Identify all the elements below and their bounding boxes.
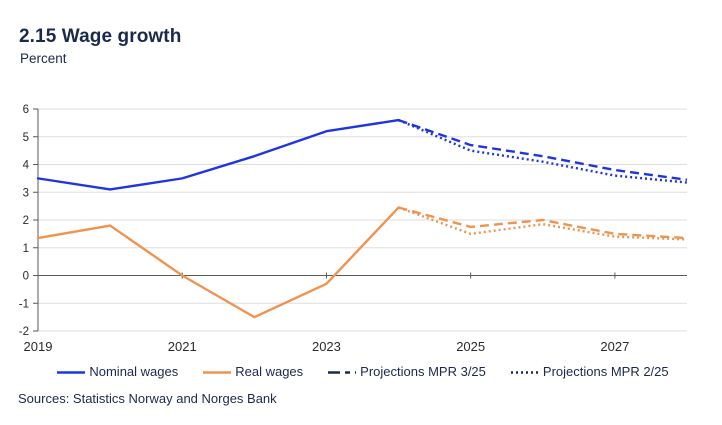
legend-item-projections-mpr-3-25: Projections MPR 3/25 [327, 364, 486, 379]
series-line [36, 118, 400, 191]
legend-label: Projections MPR 2/25 [542, 364, 669, 379]
legend-item-nominal-wages: Nominal wages [56, 364, 178, 379]
x-tick-label: 2019 [24, 339, 53, 354]
legend-swatch-line-icon [57, 370, 86, 374]
legend-swatch-dotted-line-icon [510, 370, 539, 374]
y-tick-label: 0 [23, 271, 29, 283]
legend-item-projections-mpr-2-25: Projections MPR 2/25 [510, 364, 669, 379]
sources-note: Sources: Statistics Norway and Norges Ba… [18, 391, 277, 406]
y-tick-label: 5 [23, 132, 29, 144]
x-tick-label: 2025 [456, 339, 485, 354]
series-line [398, 206, 688, 241]
y-tick-label: 3 [23, 187, 29, 199]
y-tick-label: 2 [23, 215, 29, 227]
legend-swatch-dashed-line-icon [328, 370, 357, 374]
series-line [398, 118, 688, 181]
legend-label: Real wages [235, 364, 304, 379]
x-tick-label: 2023 [312, 339, 341, 354]
chart-area: -2 -1 0 1 2 3 4 5 6 2019 2021 2023 2025 2027 [0, 95, 722, 360]
y-tick-label: 1 [23, 243, 29, 255]
y-tick-label: 6 [23, 104, 29, 116]
series-line [398, 118, 688, 184]
chart-subtitle: Percent [20, 51, 67, 66]
legend-item-real-wages: Real wages [202, 364, 303, 379]
y-tick-label: -2 [19, 326, 29, 338]
x-tick-label: 2027 [600, 339, 629, 354]
x-tick-label: 2021 [168, 339, 197, 354]
series-line [398, 206, 688, 240]
chart-legend: Nominal wages Real wages Projections MPR… [38, 364, 687, 379]
chart-title: 2.15 Wage growth [19, 26, 182, 47]
series-line [36, 206, 400, 319]
legend-swatch-line-icon [203, 370, 232, 374]
legend-label: Nominal wages [89, 364, 179, 379]
chart-svg: -2 -1 0 1 2 3 4 5 6 2019 2021 2023 2025 2027 [19, 104, 688, 354]
y-tick-label: -1 [19, 298, 29, 310]
legend-label: Projections MPR 3/25 [360, 364, 486, 379]
y-tick-label: 4 [23, 160, 30, 172]
